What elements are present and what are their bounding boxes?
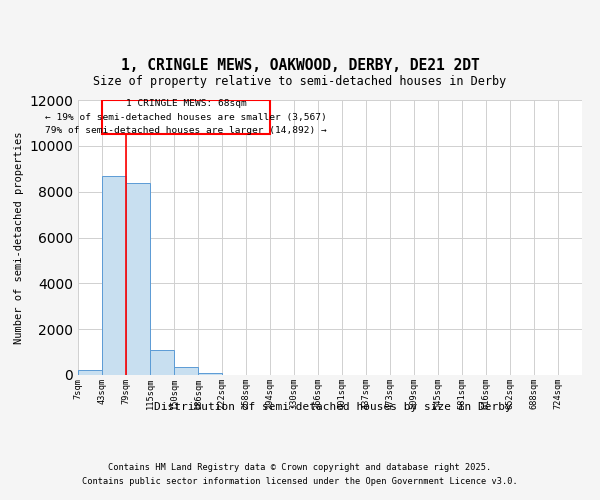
Text: Size of property relative to semi-detached houses in Derby: Size of property relative to semi-detach… [94,74,506,88]
Bar [126,182,150,375]
Bar [78,370,102,375]
Bar [102,176,126,375]
Text: Contains public sector information licensed under the Open Government Licence v3: Contains public sector information licen… [82,477,518,486]
Y-axis label: Number of semi-detached properties: Number of semi-detached properties [14,131,24,344]
Bar [198,372,222,375]
Bar [150,350,174,375]
Text: Distribution of semi-detached houses by size in Derby: Distribution of semi-detached houses by … [154,402,512,412]
Text: Contains HM Land Registry data © Crown copyright and database right 2025.: Contains HM Land Registry data © Crown c… [109,464,491,472]
FancyBboxPatch shape [102,100,270,134]
Text: 1, CRINGLE MEWS, OAKWOOD, DERBY, DE21 2DT: 1, CRINGLE MEWS, OAKWOOD, DERBY, DE21 2D… [121,58,479,72]
Bar [174,367,198,375]
Text: 1 CRINGLE MEWS: 68sqm
← 19% of semi-detached houses are smaller (3,567)
79% of s: 1 CRINGLE MEWS: 68sqm ← 19% of semi-deta… [45,100,327,135]
